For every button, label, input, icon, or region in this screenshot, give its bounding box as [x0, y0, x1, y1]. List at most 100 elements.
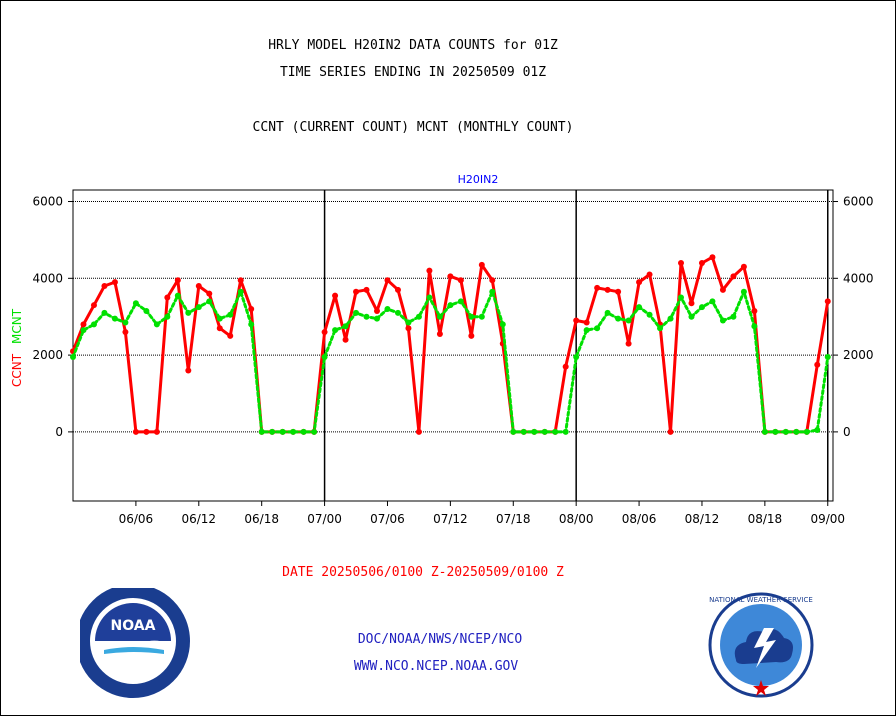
- data-point-mcnt: [782, 428, 789, 435]
- y-tick-label-right: 2000: [843, 348, 874, 362]
- data-point-ccnt: [363, 286, 370, 293]
- data-point-mcnt: [269, 428, 276, 435]
- data-point-mcnt: [478, 313, 485, 320]
- data-point-mcnt: [604, 309, 611, 316]
- data-point-mcnt: [174, 292, 181, 299]
- data-point-mcnt: [153, 321, 160, 328]
- data-point-mcnt: [290, 428, 297, 435]
- y-tick-label-left: 6000: [32, 195, 63, 209]
- data-point-mcnt: [457, 298, 464, 305]
- chart-subtitle: CCNT (CURRENT COUNT) MCNT (MONTHLY COUNT…: [252, 120, 574, 135]
- data-point-mcnt: [248, 321, 255, 328]
- data-point-ccnt: [185, 367, 192, 374]
- data-point-mcnt: [678, 294, 684, 301]
- data-point-ccnt: [174, 277, 181, 284]
- data-point-mcnt: [562, 428, 569, 435]
- data-point-ccnt: [688, 300, 695, 307]
- data-point-mcnt: [803, 428, 810, 435]
- data-point-mcnt: [132, 300, 139, 307]
- website-link[interactable]: WWW.NCO.NCEP.NOAA.GOV: [353, 659, 519, 674]
- data-point-mcnt: [730, 313, 737, 320]
- data-point-mcnt: [489, 288, 496, 295]
- data-point-mcnt: [814, 426, 821, 433]
- data-point-mcnt: [824, 354, 831, 361]
- data-point-ccnt: [132, 428, 139, 435]
- noaa-logo-text: NOAA: [111, 618, 156, 634]
- x-tick-label: 08/06: [622, 512, 657, 526]
- data-point-ccnt: [583, 319, 590, 326]
- plot-panel-title: H20IN2: [458, 173, 499, 186]
- data-point-ccnt: [332, 292, 339, 299]
- data-point-mcnt: [363, 313, 370, 320]
- data-point-mcnt: [311, 428, 318, 435]
- data-point-ccnt: [709, 254, 716, 261]
- data-point-mcnt: [227, 311, 234, 318]
- data-point-mcnt: [751, 323, 758, 330]
- plot-frame: [72, 189, 834, 502]
- data-point-mcnt: [520, 428, 527, 435]
- nws-logo: NATIONAL WEATHER SERVICE: [708, 592, 814, 698]
- data-point-ccnt: [90, 302, 97, 309]
- x-tick-label: 08/00: [559, 512, 594, 526]
- data-point-ccnt: [227, 332, 234, 339]
- data-point-mcnt: [374, 315, 380, 322]
- data-point-ccnt: [195, 282, 202, 289]
- data-point-ccnt: [405, 325, 412, 332]
- data-point-ccnt: [636, 279, 643, 286]
- y-tick-label-right: 0: [843, 425, 851, 439]
- data-point-mcnt: [499, 321, 506, 328]
- data-point-mcnt: [541, 428, 548, 435]
- data-point-mcnt: [510, 428, 517, 435]
- data-point-ccnt: [436, 330, 443, 337]
- data-point-ccnt: [216, 325, 223, 332]
- data-point-mcnt: [657, 325, 664, 332]
- data-point-mcnt: [709, 298, 716, 305]
- x-tick-label: 06/12: [181, 512, 216, 526]
- data-point-mcnt: [143, 307, 150, 314]
- data-point-mcnt: [353, 309, 360, 316]
- x-tick-label: 08/12: [685, 512, 720, 526]
- data-point-mcnt: [447, 302, 454, 309]
- data-point-mcnt: [237, 288, 244, 295]
- data-point-ccnt: [573, 317, 580, 324]
- data-point-mcnt: [594, 325, 601, 332]
- data-point-ccnt: [394, 286, 401, 293]
- data-point-mcnt: [405, 319, 412, 326]
- data-point-mcnt: [321, 354, 328, 361]
- data-point-mcnt: [394, 309, 401, 316]
- data-point-mcnt: [426, 294, 433, 301]
- data-point-mcnt: [258, 428, 265, 435]
- data-point-mcnt: [793, 428, 800, 435]
- data-point-mcnt: [740, 288, 747, 295]
- data-point-mcnt: [583, 327, 590, 334]
- data-point-mcnt: [384, 306, 391, 313]
- data-point-mcnt: [667, 315, 674, 322]
- data-point-mcnt: [531, 428, 538, 435]
- data-point-mcnt: [761, 428, 768, 435]
- data-point-mcnt: [195, 304, 202, 311]
- data-point-ccnt: [111, 279, 118, 286]
- data-point-mcnt: [573, 354, 580, 361]
- data-point-ccnt: [447, 273, 454, 280]
- x-tick-label: 07/06: [370, 512, 405, 526]
- data-point-mcnt: [101, 309, 108, 316]
- x-tick-label: 07/12: [433, 512, 468, 526]
- data-point-mcnt: [70, 354, 76, 361]
- data-point-mcnt: [80, 327, 87, 334]
- data-point-ccnt: [604, 286, 611, 293]
- data-point-ccnt: [751, 307, 758, 314]
- nws-logo-text: NATIONAL WEATHER SERVICE: [709, 596, 813, 604]
- data-point-mcnt: [688, 313, 695, 320]
- y-tick-label-left: 4000: [32, 271, 63, 285]
- noaa-logo: NOAA: [80, 588, 190, 698]
- data-point-mcnt: [90, 321, 97, 328]
- y-tick-label-left: 0: [55, 425, 63, 439]
- data-point-ccnt: [248, 306, 255, 313]
- data-point-ccnt: [101, 282, 108, 289]
- data-point-mcnt: [772, 428, 779, 435]
- data-point-ccnt: [594, 284, 601, 291]
- data-point-mcnt: [332, 327, 339, 334]
- x-tick-label: 07/00: [307, 512, 342, 526]
- data-point-mcnt: [164, 313, 171, 320]
- data-point-ccnt: [740, 263, 747, 270]
